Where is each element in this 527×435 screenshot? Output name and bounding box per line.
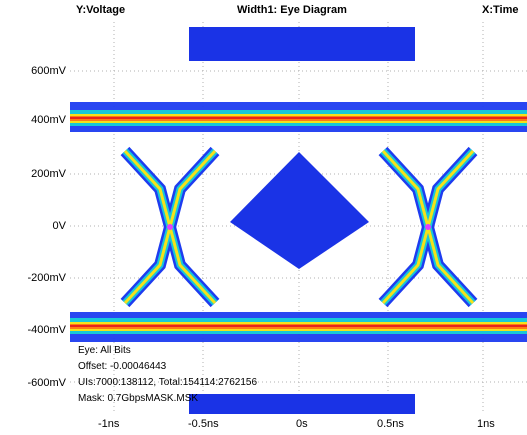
- crossing-marker-left: [167, 224, 173, 230]
- y-tick-label: 400mV: [31, 114, 66, 126]
- y-tick-label: -200mV: [27, 272, 66, 284]
- mask-center-diamond: [230, 152, 369, 269]
- x-tick-label: 1ns: [477, 418, 495, 430]
- y-tick-label: -400mV: [27, 324, 66, 336]
- x-tick-label: -0.5ns: [188, 418, 219, 430]
- eye-trace-top: [70, 102, 527, 132]
- x-tick-label: -1ns: [98, 418, 120, 430]
- x-tick-label: 0s: [296, 418, 308, 430]
- info-eye-bits: Eye: All Bits: [78, 345, 131, 356]
- x-tick-label: 0.5ns: [377, 418, 404, 430]
- plot-title: Width1: Eye Diagram: [237, 4, 347, 16]
- eye-diagram-plot: [70, 22, 527, 414]
- info-mask: Mask: 0.7GbpsMASK.MSK: [78, 393, 199, 404]
- y-tick-label: 200mV: [31, 168, 66, 180]
- eye-trace-bottom: [70, 312, 527, 342]
- y-tick-label: 600mV: [31, 65, 66, 77]
- info-uis-total: UIs:7000:138112, Total:154114:2762156: [78, 377, 258, 388]
- y-axis-header: Y:Voltage: [76, 4, 126, 16]
- y-tick-label: -600mV: [27, 377, 66, 389]
- y-tick-label: 0V: [52, 220, 66, 232]
- crossing-marker-right: [425, 224, 431, 230]
- x-axis-header: X:Time: [482, 4, 519, 16]
- mask-bottom-region: [189, 394, 415, 414]
- mask-top-region: [189, 27, 415, 61]
- info-offset: Offset: -0.00046443: [78, 361, 167, 372]
